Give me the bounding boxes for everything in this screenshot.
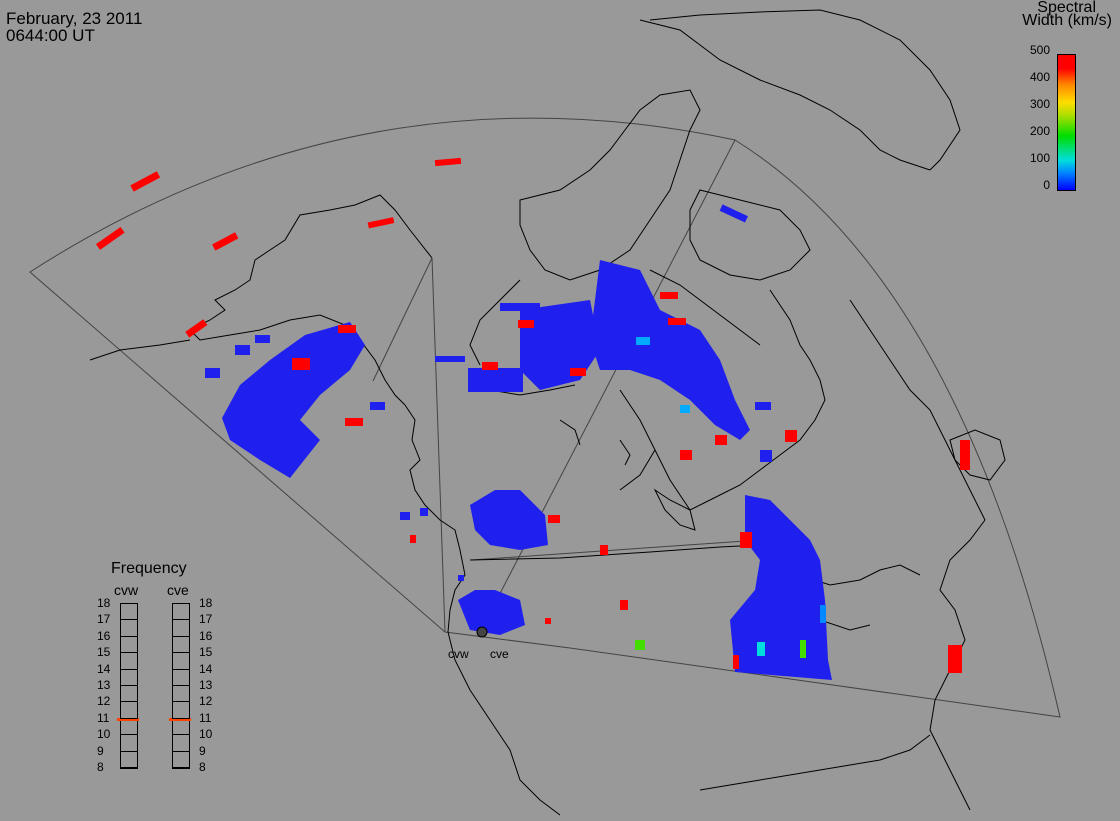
frequency-box-cve (172, 603, 190, 769)
frequency-gridline (120, 668, 138, 670)
frequency-gridline (120, 619, 138, 621)
frequency-gridline (172, 685, 190, 686)
frequency-gridline (120, 750, 138, 752)
frequency-gridline (120, 717, 138, 719)
frequency-label-cve: 8 (199, 760, 206, 774)
frequency-label-cve: 12 (199, 694, 213, 709)
frequency-marker-cve (169, 718, 191, 722)
frequency-title: Frequency (111, 560, 187, 577)
frequency-label-cvw: 12 (97, 694, 111, 709)
colorbar-tick-300: 300 (1029, 97, 1050, 111)
frequency-label-cvw: 18 (97, 596, 111, 610)
scatter-cluster-arctic (435, 204, 772, 462)
frequency-box-cvw (120, 603, 138, 769)
frequency-radar-cve: cve (167, 582, 189, 598)
frequency-gridline (172, 701, 190, 703)
frequency-label-cve: 13 (199, 678, 213, 692)
header-date: February, 23 2011 (6, 9, 143, 28)
frequency-gridline (120, 701, 138, 703)
frequency-gridline (120, 734, 138, 736)
frequency-label-cvw: 13 (97, 678, 111, 692)
frequency-gridline (172, 750, 190, 752)
frequency-label-cve: 9 (199, 743, 206, 758)
colorbar-title-line2: Width (km/s) (1022, 12, 1112, 29)
site-label-cvw: cvw (448, 647, 469, 661)
frequency-label-cve: 10 (199, 727, 213, 742)
header-time: 0644:00 UT (6, 26, 95, 45)
radar-scatter (95, 157, 970, 680)
frequency-gridline (172, 652, 190, 654)
frequency-gridline (120, 652, 138, 654)
scatter-red-alaska (95, 157, 462, 426)
colorbar-title-line1: Spectral (1037, 0, 1096, 16)
frequency-gridline (172, 734, 190, 736)
frequency-gridline (172, 668, 190, 670)
field-of-view-outline (29, 117, 1061, 718)
frequency-label-cve: 17 (199, 612, 213, 627)
scatter-cyan-arctic (636, 337, 690, 413)
colorbar-tick-200: 200 (1029, 124, 1050, 138)
radar-site-marker (476, 626, 488, 638)
frequency-label-cvw: 8 (97, 760, 104, 774)
frequency-label-cve: 16 (199, 628, 213, 643)
spectral-width-colorbar (1057, 54, 1076, 191)
frequency-radar-cvw: cvw (114, 582, 139, 598)
scatter-mixed-east (635, 605, 826, 658)
coastlines (89, 9, 1006, 816)
frequency-label-cvw: 14 (97, 661, 111, 676)
scatter-cluster-alaska (205, 322, 385, 478)
scatter-cluster-east (730, 495, 832, 680)
frequency-gridline (172, 619, 190, 621)
frequency-marker-cvw (117, 718, 139, 722)
frequency-label-cvw: 16 (97, 628, 111, 643)
scatter-red-arctic (482, 292, 970, 673)
frequency-label-cvw: 9 (97, 743, 104, 758)
frequency-label-cvw: 17 (97, 612, 111, 627)
colorbar-tick-500: 500 (1029, 43, 1050, 57)
colorbar-tick-0: 0 (1043, 178, 1050, 192)
frequency-gridline (172, 767, 190, 768)
frequency-label-cve: 14 (199, 661, 213, 676)
frequency-label-cvw: 11 (97, 710, 110, 725)
colorbar-tick-100: 100 (1029, 151, 1050, 165)
frequency-gridline (120, 767, 138, 768)
frequency-gridline (172, 635, 190, 637)
scatter-red-near (410, 515, 628, 624)
frequency-label-cvw: 15 (97, 645, 111, 660)
colorbar-tick-400: 400 (1029, 70, 1050, 84)
frequency-gridline (120, 635, 138, 637)
frequency-label-cvw: 10 (97, 727, 111, 742)
frequency-gridline (120, 685, 138, 686)
site-label-cve: cve (490, 647, 509, 661)
scatter-cluster-near (400, 490, 548, 635)
scatter-red-east (733, 532, 752, 669)
frequency-label-cve: 18 (199, 596, 213, 610)
frequency-label-cve: 11 (199, 710, 212, 725)
frequency-gridline (172, 717, 190, 719)
frequency-label-cve: 15 (199, 645, 213, 660)
